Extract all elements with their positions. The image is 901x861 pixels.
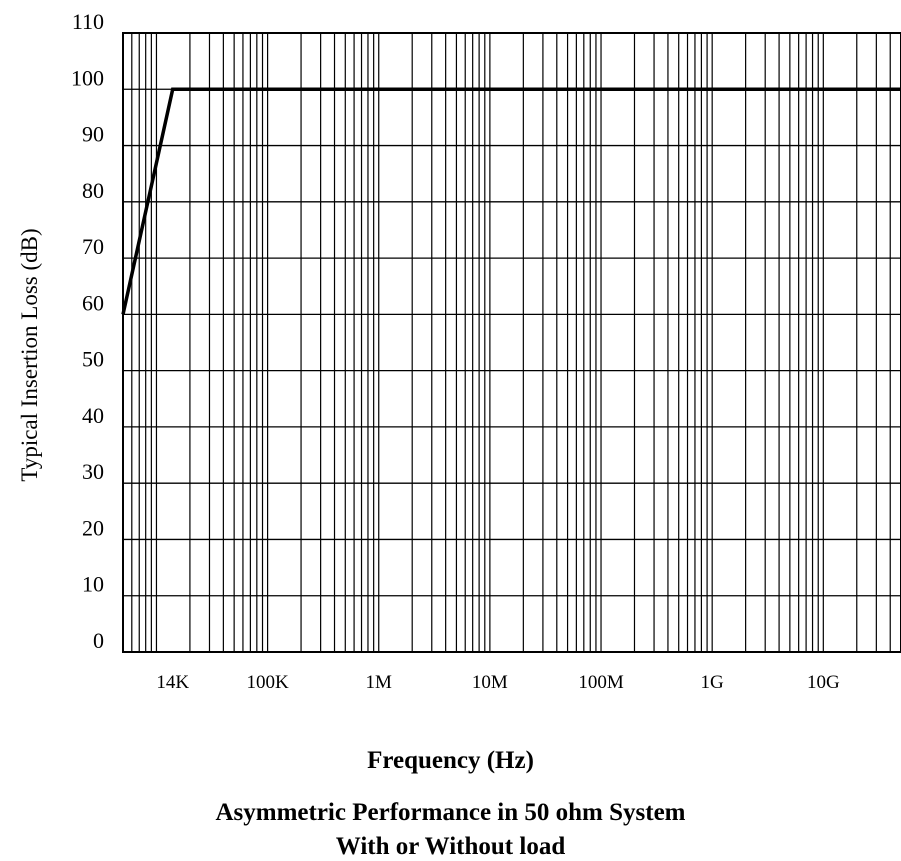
y-tick-label: 20	[82, 515, 104, 540]
y-tick-label: 90	[82, 122, 104, 147]
y-tick-label: 60	[82, 290, 104, 315]
grid	[122, 32, 901, 653]
chart-subtitle-line-2: With or Without load	[335, 833, 566, 860]
y-tick-label: 10	[82, 572, 104, 597]
y-tick-label: 40	[82, 403, 104, 428]
x-tick-label: 1M	[366, 672, 393, 693]
chart-subtitle-line-1: Asymmetric Performance in 50 ohm System	[215, 799, 686, 826]
x-tick-label: 10G	[807, 672, 840, 693]
y-axis-label: Typical Insertion Loss (dB)	[17, 228, 42, 481]
y-tick-label: 50	[82, 347, 104, 372]
series-group	[121, 87, 901, 315]
y-tick-label: 110	[72, 9, 104, 34]
y-tick-label: 80	[82, 178, 104, 203]
y-tick-label: 100	[71, 65, 104, 90]
x-tick-label: 1G	[701, 672, 725, 693]
x-axis-ticks: 14K 100K 1M 10M 100M 1G 10G	[156, 672, 840, 693]
x-tick-label: 10M	[472, 672, 508, 693]
x-axis-label: Frequency (Hz)	[367, 747, 534, 774]
x-tick-label: 14K	[156, 672, 189, 693]
series-line-1	[121, 87, 901, 315]
y-tick-label: 0	[93, 628, 104, 653]
y-axis-ticks: 0 10 20 30 40 50 60 70 80 90 100 110	[71, 9, 104, 653]
x-tick-label: 100M	[578, 672, 624, 693]
plot-border	[122, 32, 901, 653]
x-tick-label: 100K	[246, 672, 289, 693]
y-tick-label: 30	[82, 459, 104, 484]
y-tick-label: 70	[82, 234, 104, 259]
